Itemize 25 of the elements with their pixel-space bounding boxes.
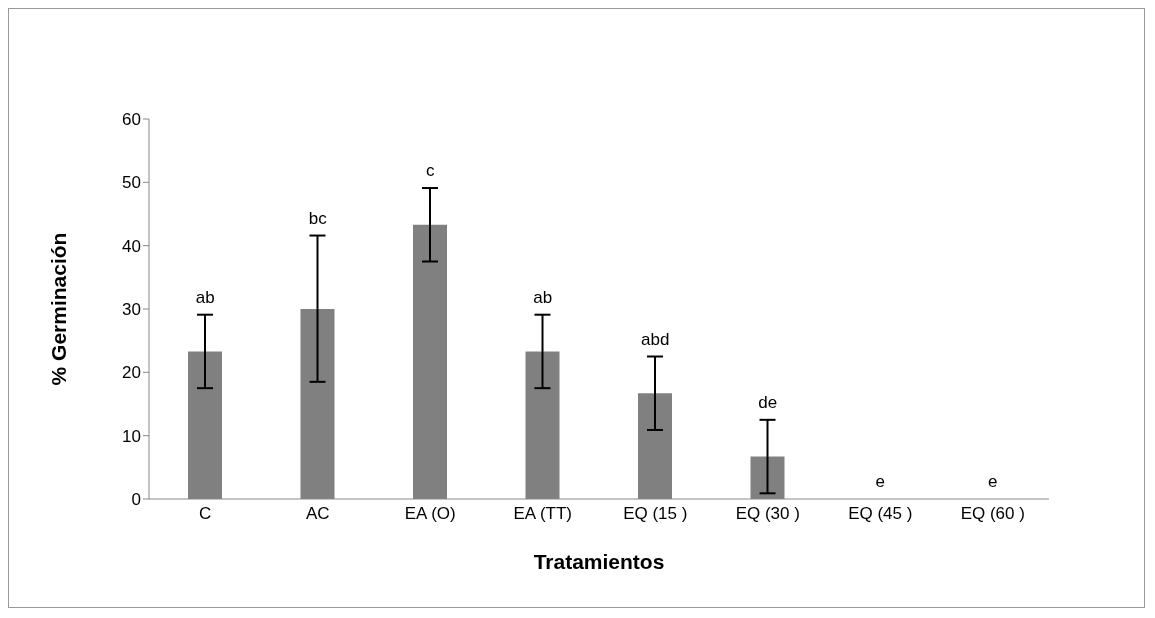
x-axis-title: Tratamientos [533,550,665,573]
annotation: e [875,472,885,491]
y-tick-label: 40 [122,236,141,256]
annotation: ab [533,287,553,307]
annotation: ab [195,287,215,307]
y-tick-label: 30 [122,300,141,320]
annotation: abd [641,329,670,349]
y-tick-label: 20 [122,363,141,383]
x-tick-label: EA (O) [404,504,456,524]
y-tick-label: 50 [122,173,141,193]
x-tick-label: AC [305,504,330,524]
y-axis-title: % Germinación [47,232,71,386]
x-tick-label: EQ (45 ) [848,504,913,524]
y-tick-label: 0 [131,490,141,510]
y-tick-label: 60 [122,110,141,130]
annotation: e [988,472,998,491]
x-tick-label: EQ (30 ) [735,504,800,524]
x-tick-label: EA (TT) [513,504,573,524]
annotation: c [426,161,435,181]
x-tick-label: C [199,504,212,524]
x-tick-label: EQ (15 ) [623,504,688,524]
y-tick-label: 10 [122,426,141,446]
annotation: de [758,392,778,412]
x-tick-label: EQ (60 ) [960,504,1025,524]
annotation: bc [308,208,328,228]
